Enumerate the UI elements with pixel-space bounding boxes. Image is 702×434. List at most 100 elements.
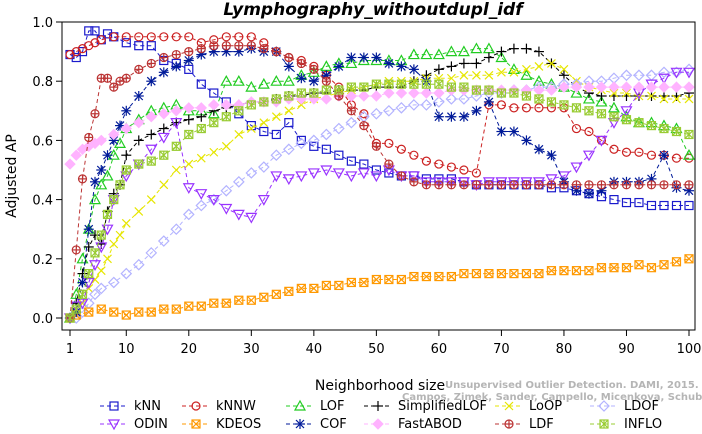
point-ldf [659, 180, 669, 190]
point-ldf [109, 82, 119, 92]
point-inflo [65, 313, 75, 323]
point-loop [121, 218, 131, 228]
legend-marker-kdeos [191, 419, 201, 429]
x-axis: 1 10 20 30 40 50 60 70 80 90 100 [66, 330, 702, 357]
point-inflo [234, 106, 244, 116]
point-ldof [245, 167, 258, 179]
point-kdeos [521, 269, 532, 279]
point-kdeos [459, 269, 469, 279]
point-fastabod [108, 128, 120, 141]
point-simplifiedlof [533, 46, 544, 57]
point-odin [682, 67, 696, 79]
point-loop [109, 239, 119, 249]
point-simplifiedlof [133, 135, 144, 146]
point-fastabod [145, 111, 157, 123]
point-lof [95, 178, 108, 190]
point-odin [420, 177, 433, 189]
point-inflo [184, 129, 194, 140]
point-knnw [459, 165, 469, 175]
point-loop [547, 59, 556, 68]
point-knnw [621, 147, 632, 157]
point-cof [133, 91, 144, 101]
point-ldf [271, 46, 281, 57]
point-ldf [471, 180, 482, 190]
point-loop [234, 130, 244, 139]
point-inflo [509, 88, 519, 98]
point-ldof [132, 258, 145, 271]
point-knn [321, 144, 331, 154]
point-knnw [609, 144, 619, 154]
legend-label-cof: COF [320, 417, 347, 432]
point-inflo [146, 156, 156, 166]
point-knn [121, 38, 131, 48]
legend-label-lof: LOF [320, 399, 345, 414]
point-simplifiedlof [483, 52, 494, 63]
point-fastabod [420, 87, 433, 99]
point-simplifiedlof [77, 268, 88, 279]
point-ldof [383, 104, 395, 117]
point-odin [570, 162, 583, 174]
point-lof [607, 101, 620, 113]
point-knn [684, 200, 694, 211]
point-fastabod [645, 81, 658, 93]
point-fastabod [158, 108, 170, 120]
legend-marker-loop [504, 401, 514, 411]
y-axis: 0.0 0.2 0.4 0.6 0.8 1.0 [32, 16, 62, 327]
point-knn [634, 197, 644, 208]
point-loop [522, 64, 531, 74]
point-cof [102, 150, 113, 161]
series-kdeos [65, 254, 694, 323]
point-inflo [559, 100, 569, 110]
legend-marker-ldof [598, 400, 610, 412]
legend-marker-simplifiedlof [373, 401, 383, 411]
point-knn [259, 126, 269, 137]
point-ldf [77, 174, 88, 184]
point-kdeos [634, 260, 644, 270]
point-odin [195, 189, 208, 200]
point-inflo [359, 82, 369, 92]
point-fastabod [64, 158, 76, 170]
legend-label-loop: LoOP [529, 399, 562, 414]
legend-label-inflo: INFLO [624, 417, 662, 432]
point-ldf [546, 180, 557, 190]
point-inflo [159, 150, 169, 160]
point-ldf [296, 58, 306, 69]
legend-marker-inflo [599, 419, 609, 429]
point-odin [307, 168, 320, 180]
point-loop [446, 73, 456, 83]
point-ldof [333, 122, 345, 135]
point-fastabod [433, 87, 445, 99]
point-fastabod [208, 99, 220, 111]
legend-item-knnw: kNNW [182, 399, 256, 414]
point-cof [83, 224, 94, 235]
legend-label-kdeos: KDEOS [216, 417, 261, 432]
point-odin [407, 171, 420, 183]
point-cof [546, 150, 557, 161]
point-kdeos [396, 274, 406, 285]
legend-label-knnw: kNNW [216, 399, 256, 414]
point-odin [532, 177, 545, 189]
point-simplifiedlof [433, 64, 444, 75]
point-odin [582, 150, 595, 162]
point-lof [520, 69, 533, 80]
point-ldf [196, 44, 206, 54]
point-odin [220, 203, 233, 215]
point-simplifiedlof [83, 241, 94, 252]
point-ldf [434, 180, 444, 190]
x-axis-label: Neighborhood size [315, 378, 445, 394]
point-ldf [646, 180, 657, 190]
point-kdeos [184, 301, 194, 311]
x-tick-label: 100 [677, 342, 702, 357]
point-inflo [96, 230, 106, 240]
point-ldof [157, 235, 170, 247]
point-loop [284, 106, 294, 116]
point-cof [183, 55, 194, 66]
point-kdeos [409, 271, 419, 282]
point-loop [96, 266, 106, 276]
legend-label-odin: ODIN [134, 417, 168, 432]
point-loop [647, 91, 656, 101]
point-lof [232, 74, 245, 86]
point-lof [595, 95, 608, 107]
point-ldof [345, 116, 358, 129]
point-ldf [596, 180, 607, 190]
